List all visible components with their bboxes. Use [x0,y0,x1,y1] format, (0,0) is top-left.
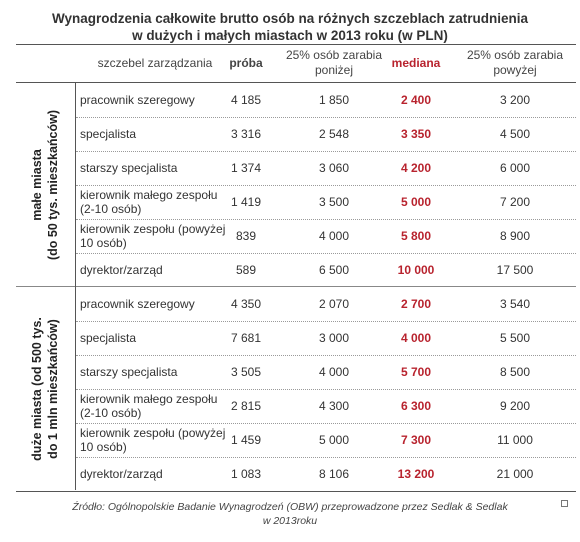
cell-sample: 4 185 [230,93,262,107]
cell-median: 6 300 [400,399,432,413]
cell-high-quartile: 17 500 [496,263,534,277]
cell-median: 10 000 [397,263,435,277]
cell-high-quartile: 3 540 [499,297,531,311]
cell-level: specjalista [80,331,137,345]
cell-low-quartile: 2 070 [318,297,350,311]
group-separator [16,286,576,287]
header-high-quartile: 25% osób zarabia powyżej [466,48,564,77]
header-sample: próba [229,55,263,70]
group-label-line-2: do 1 mln mieszkańców) [46,319,60,459]
cell-high-quartile: 9 200 [499,399,531,413]
cell-sample: 1 083 [230,467,262,481]
cell-high-quartile: 11 000 [497,433,533,447]
cell-median: 5 800 [400,229,432,243]
cell-sample: 1 419 [230,195,262,209]
header-median: mediana [391,55,441,70]
group-large-cities: duże miasta (od 500 tys. do 1 mln mieszk… [16,287,74,491]
cell-high-quartile: 3 200 [499,93,531,107]
group-label: małe miasta (do 50 tys. mieszkańców) [29,109,61,259]
cell-level: kierownik zespołu (powyżej 10 osób) [80,222,226,250]
row-divider [76,355,576,356]
row-divider [76,117,576,118]
cell-low-quartile: 3 000 [318,331,350,345]
cell-median: 2 700 [400,297,432,311]
resize-handle-icon [561,500,568,507]
cell-sample: 839 [235,229,257,243]
cell-level: kierownik małego zespołu (2-10 osób) [80,392,218,420]
cell-low-quartile: 3 500 [318,195,350,209]
row-divider [76,389,576,390]
cell-high-quartile: 21 000 [496,467,534,481]
row-divider [76,151,576,152]
cell-high-quartile: 7 200 [499,195,531,209]
header-bottom-rule [16,82,576,83]
cell-median: 4 000 [400,331,432,345]
row-divider [76,321,576,322]
row-divider [76,457,576,458]
cell-sample: 3 316 [230,127,262,141]
cell-low-quartile: 8 106 [318,467,350,481]
row-divider [76,185,576,186]
cell-median: 4 200 [400,161,432,175]
cell-low-quartile: 1 850 [318,93,350,107]
cell-low-quartile: 3 060 [318,161,350,175]
cell-median: 5 700 [400,365,432,379]
cell-low-quartile: 2 548 [318,127,350,141]
cell-level: starszy specjalista [80,365,178,379]
row-divider [76,253,576,254]
cell-level: dyrektor/zarząd [80,467,163,481]
cell-sample: 3 505 [230,365,262,379]
group-column-divider [75,83,76,490]
header-top-rule [16,44,576,45]
cell-low-quartile: 4 300 [318,399,350,413]
cell-sample: 7 681 [230,331,262,345]
cell-median: 13 200 [397,467,435,481]
cell-sample: 1 459 [230,433,262,447]
header-level: szczebel zarządzania [97,55,213,70]
group-label-line-1: duże miasta (od 500 tys. [30,317,44,461]
cell-sample: 589 [235,263,257,277]
group-label: duże miasta (od 500 tys. do 1 mln mieszk… [29,317,61,461]
cell-sample: 4 350 [230,297,262,311]
group-label-line-2: (do 50 tys. mieszkańców) [46,109,60,260]
cell-median: 7 300 [400,433,432,447]
cell-low-quartile: 4 000 [318,229,350,243]
source-line-1: Źródło: Ogólnopolskie Badanie Wynagrodze… [72,501,508,513]
cell-level: kierownik małego zespołu (2-10 osób) [80,188,218,216]
cell-high-quartile: 6 000 [499,161,531,175]
cell-high-quartile: 4 500 [499,127,531,141]
cell-median: 3 350 [400,127,432,141]
group-label-line-1: małe miasta [30,148,44,221]
cell-median: 2 400 [400,93,432,107]
cell-sample: 1 374 [230,161,262,175]
cell-level: kierownik zespołu (powyżej 10 osób) [80,426,226,454]
cell-level: dyrektor/zarząd [80,263,163,277]
cell-low-quartile: 4 000 [318,365,350,379]
cell-high-quartile: 8 900 [499,229,531,243]
cell-high-quartile: 5 500 [499,331,531,345]
group-small-cities: małe miasta (do 50 tys. mieszkańców) [16,83,74,286]
table-bottom-rule [16,491,576,492]
cell-high-quartile: 8 500 [499,365,531,379]
row-divider [76,219,576,220]
source-note: Źródło: Ogólnopolskie Badanie Wynagrodze… [0,500,580,528]
cell-median: 5 000 [400,195,432,209]
header-low-quartile: 25% osób zarabia poniżej [285,48,383,77]
cell-level: pracownik szeregowy [80,297,195,311]
title-line-2: w dużych i małych miastach w 2013 roku (… [132,28,448,43]
cell-level: specjalista [80,127,137,141]
source-line-2: w 2013roku [262,515,318,527]
cell-low-quartile: 6 500 [318,263,350,277]
table-title: Wynagrodzenia całkowite brutto osób na r… [0,10,580,44]
cell-level: pracownik szeregowy [80,93,195,107]
title-line-1: Wynagrodzenia całkowite brutto osób na r… [51,11,529,26]
row-divider [76,423,576,424]
cell-level: starszy specjalista [80,161,178,175]
cell-low-quartile: 5 000 [318,433,350,447]
cell-sample: 2 815 [230,399,262,413]
